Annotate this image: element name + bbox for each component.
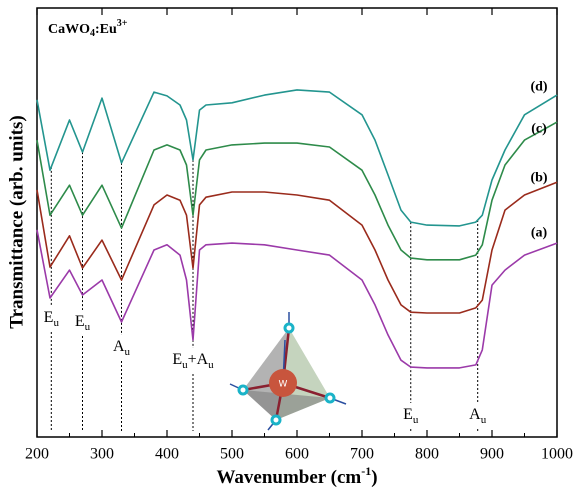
annotation-part: u <box>182 359 188 371</box>
chart-title: CaWO4:Eu3+ <box>48 18 128 39</box>
annotation-label: Eu <box>44 309 60 329</box>
annotation-part: u <box>481 414 487 426</box>
x-tick-label: 300 <box>90 446 114 463</box>
x-label-part: Wavenumber (cm <box>216 467 361 488</box>
annotation-part: E <box>75 313 85 330</box>
title-part: CaWO <box>48 22 90 37</box>
inset-label: W <box>279 380 288 390</box>
series-label: (c) <box>531 121 547 136</box>
annotation-part: u <box>413 414 419 426</box>
annotation-part: u <box>85 321 91 333</box>
w-atom <box>269 369 297 397</box>
y-axis-label: Transmittance (arb. units) <box>6 115 27 328</box>
title-part: 4 <box>90 28 95 39</box>
annotation-part: +A <box>188 351 209 368</box>
x-tick-label: 1000 <box>541 446 573 463</box>
x-label-part: -1 <box>361 464 371 478</box>
annotation-part: u <box>53 317 59 329</box>
annotation-part: E <box>172 351 182 368</box>
series-label: (b) <box>530 170 547 185</box>
tetrahedron-inset: W <box>229 312 347 431</box>
x-axis-label: Wavenumber (cm-1) <box>216 464 377 489</box>
series-line <box>36 181 558 314</box>
tetra-face <box>243 390 330 420</box>
series-line <box>36 121 558 261</box>
annotation-part: E <box>44 309 54 326</box>
title-part: 3+ <box>117 18 128 29</box>
series-label: (d) <box>530 79 547 94</box>
series-line <box>36 229 558 369</box>
x-tick-label: 400 <box>155 446 179 463</box>
annotation-label: Au <box>469 406 487 426</box>
o-atoms <box>237 322 336 426</box>
annotation-part: u <box>125 346 131 358</box>
annotation-label: Eu <box>75 313 91 333</box>
annotation-label: Au <box>113 338 131 358</box>
annotation-part: u <box>208 359 214 371</box>
x-tick-label: 200 <box>25 446 49 463</box>
annotation-label: Eu+Au <box>172 351 214 371</box>
x-tick-label: 700 <box>350 446 374 463</box>
annotation-part: A <box>113 338 125 355</box>
x-tick-label: 800 <box>415 446 439 463</box>
x-tick-label: 500 <box>220 446 244 463</box>
annotation-label: Eu <box>403 406 419 426</box>
x-label-part: ) <box>371 467 377 488</box>
x-tick-label: 900 <box>480 446 504 463</box>
annotation-part: A <box>469 406 481 423</box>
series-label: (a) <box>531 225 548 240</box>
series-line <box>36 89 558 227</box>
annotation-part: E <box>403 406 413 423</box>
x-tick-label: 600 <box>285 446 309 463</box>
title-part: :Eu <box>95 22 117 37</box>
